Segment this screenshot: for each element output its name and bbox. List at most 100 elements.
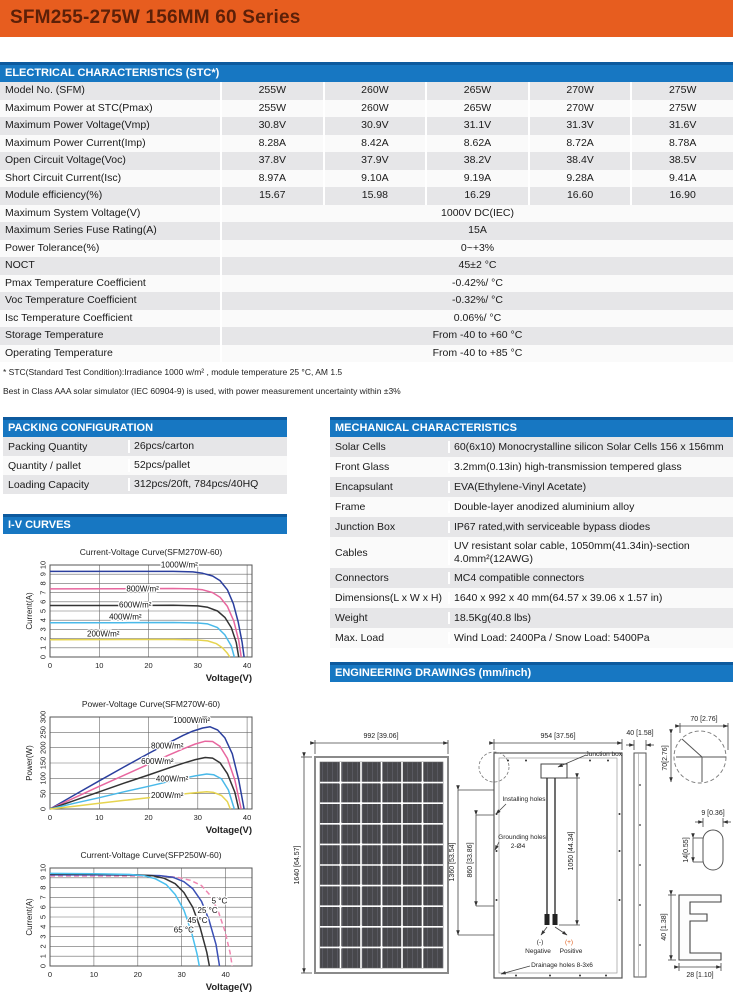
table-row: Frame Double-layer anodized aluminium al… [330,497,733,517]
row-label: Short Circuit Current(Isc) [5,171,122,184]
svg-text:400W/m²: 400W/m² [109,613,142,622]
svg-text:10: 10 [39,864,48,872]
grounding-holes-dim: 860 [33.86] [467,842,474,877]
cell: 275W [630,82,733,100]
svg-text:Current(A): Current(A) [25,898,34,936]
cell: 16.90 [630,187,733,205]
cell-merged: 0.06%/ °C [220,309,733,327]
row-label: Power Tolerance(%) [5,241,100,254]
frame-cross-section: 40 [1.38] 28 [1.10] [661,890,722,979]
section-width-dim: 28 [1.10] [686,972,713,979]
panel-side-view: 40 [1.58] [626,730,654,978]
svg-text:600W/m²: 600W/m² [141,757,174,766]
svg-text:2: 2 [39,637,48,641]
svg-text:0: 0 [39,964,48,968]
svg-text:4: 4 [39,618,48,622]
svg-text:1000W/m²: 1000W/m² [161,560,198,569]
cell: 38.2V [425,152,528,170]
connector-positive [552,914,558,925]
iv-chart-current-voltage-sfm270: 0 1 2 3 4 5 6 7 8 9 10 0 10 20 30 40 1000W/m² 800W/m² 600W… [2,542,290,694]
cell: 3.2mm(0.13in) high-transmission tempered… [448,460,733,474]
cell: 8.72A [527,134,631,152]
table-row: Loading Capacity 312pcs/20ft, 784pcs/40H… [3,475,287,494]
cell: MC4 compatible connectors [448,571,733,585]
cell: 16.60 [527,187,631,205]
svg-text:10: 10 [95,813,103,822]
table-row: NOCT 45±2 °C [0,257,733,275]
cell: 31.6V [630,117,733,135]
table-row: Front Glass 3.2mm(0.13in) high-transmiss… [330,457,733,477]
table-row: Maximum Power Current(Imp) 8.28A 8.42A 8… [0,134,733,152]
svg-text:Voltage(V): Voltage(V) [206,673,252,684]
cell: 38.4V [527,152,631,170]
svg-text:4: 4 [39,925,48,929]
cell: 255W [220,99,323,117]
svg-text:20: 20 [144,661,152,670]
svg-text:6: 6 [39,600,48,604]
table-row: Connectors MC4 compatible connectors [330,568,733,588]
row-label: Maximum System Voltage(V) [5,206,141,219]
title-bar: SFM255-275W 156MM 60 Series [0,0,733,37]
svg-text:150: 150 [39,757,48,770]
table-row: Isc Temperature Coefficient 0.06%/ °C [0,309,733,327]
row-label: NOCT [5,259,35,271]
packing-section-header: PACKING CONFIGURATION [3,417,287,437]
cell-merged: 0~+3% [220,239,733,257]
cell: 265W [425,82,528,100]
svg-text:25 °C: 25 °C [198,906,218,915]
row-label: Cables [335,546,368,559]
svg-text:6: 6 [38,905,47,909]
svg-text:40: 40 [222,970,230,979]
row-label: Maximum Power Current(Imp) [5,136,146,149]
back-width-dim: 954 [37.56] [540,733,575,740]
connector-negative [544,914,550,925]
cell: 38.5V [630,152,733,170]
svg-text:3: 3 [39,627,48,631]
table-row: Model No. (SFM) 255W 260W 265W 270W 275W [0,82,733,100]
mechanical-section-header: MECHANICAL CHARACTERISTICS [330,417,733,437]
table-row: Weight 18.5Kg(40.8 lbs) [330,608,733,628]
svg-text:3: 3 [39,935,48,939]
row-label: Loading Capacity [8,478,90,491]
negative-sign: (-) [537,939,544,946]
engineering-header-label: ENGINEERING DRAWINGS (mm/inch) [335,667,532,679]
packing-header-label: PACKING CONFIGURATION [8,422,154,434]
row-label: Solar Cells [335,441,386,453]
svg-text:800W/m²: 800W/m² [151,741,184,750]
table-row: Operating Temperature From -40 to +85 °C [0,344,733,362]
table-row: Encapsulant EVA(Ethylene-Vinyl Acetate) [330,477,733,497]
row-label: Encapsulant [335,481,393,493]
panel-back-view: 954 [37.56] Junction box Installing hole… [449,733,623,979]
cell: 8.42A [322,134,426,152]
svg-text:9: 9 [39,572,48,576]
svg-text:5 °C: 5 °C [212,896,228,905]
cell: 31.1V [425,117,528,135]
cell: Double-layer anodized aluminium alloy [448,500,733,514]
svg-text:Voltage(V): Voltage(V) [206,825,252,836]
svg-text:40: 40 [243,661,251,670]
row-label: Open Circuit Voltage(Voc) [5,154,126,166]
svg-text:200W/m²: 200W/m² [151,791,184,800]
svg-text:30: 30 [194,661,202,670]
row-label: Frame [335,501,366,513]
installing-holes-dim: 1360 [53.54] [449,842,456,881]
cell: 9.41A [630,169,733,187]
cell: 18.5Kg(40.8 lbs) [448,611,733,625]
svg-text:7: 7 [39,591,48,595]
corner-height-dim: 70[2.76] [662,745,669,770]
svg-text:20: 20 [134,970,142,979]
row-label: Operating Temperature [5,346,113,359]
cell: 26pcs/carton [128,440,287,453]
cell: 8.97A [220,169,323,187]
svg-text:300: 300 [39,711,48,724]
svg-text:50: 50 [39,790,48,798]
cell: 30.9V [322,117,426,135]
electrical-table: Model No. (SFM) 255W 260W 265W 270W 275W… [0,82,733,362]
row-label: Connectors [335,572,389,584]
svg-text:30: 30 [194,813,202,822]
svg-text:600W/m²: 600W/m² [119,600,152,609]
cell: 30.8V [220,117,323,135]
row-label: Maximum Power Voltage(Vmp) [5,119,150,131]
cell-merged: 1000V DC(IEC) [220,204,733,222]
svg-text:9: 9 [39,876,48,880]
